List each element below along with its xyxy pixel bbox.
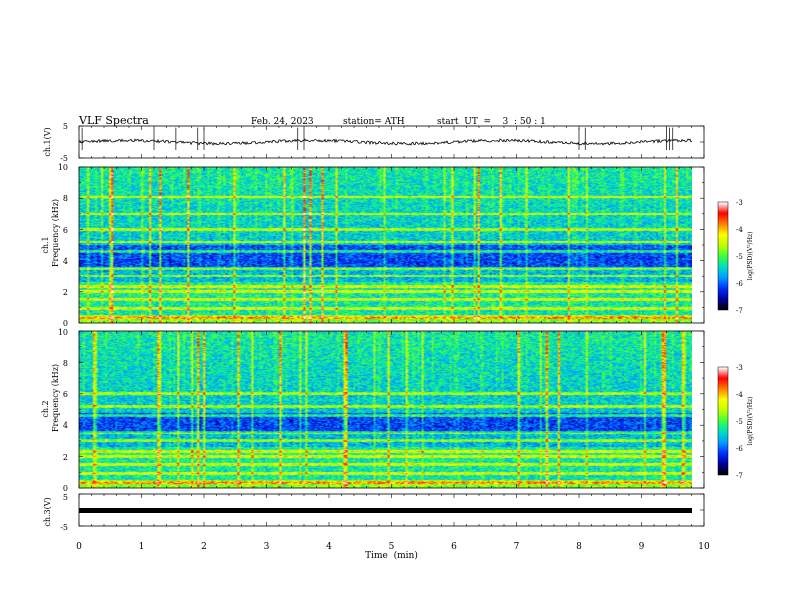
xtick-5: 5 <box>389 542 395 552</box>
ch2-cbar-tick--3: -3 <box>736 364 743 372</box>
ch2-channel-label: ch.2 <box>41 400 50 417</box>
ch1-colorbar-label: log(PSD)(V²/Hz) <box>747 232 754 281</box>
xtick-9: 9 <box>639 542 645 552</box>
ch2-ytick-10: 10 <box>58 328 68 337</box>
xtick-3: 3 <box>264 542 270 552</box>
ch1-cbar-tick--3: -3 <box>736 199 743 207</box>
xtick-1: 1 <box>139 542 145 552</box>
ch3-waveform-panel: 5 -5 ch.3(V) <box>43 493 705 532</box>
ch2-spectrogram-panel: 0 2 4 6 8 10 ch.2 Frequency (kHz) -3 -4 … <box>41 328 754 493</box>
xtick-6: 6 <box>451 542 457 552</box>
ch3-ylabel: ch.3(V) <box>43 497 52 526</box>
ch1-waveform-panel: 5 -5 ch.1(V) <box>43 122 705 163</box>
ch1-channel-label: ch.1 <box>41 236 50 253</box>
ch1-ytick-10: 10 <box>58 163 68 172</box>
ch1-ytick-4: 4 <box>63 257 68 266</box>
ch1-trace <box>78 138 693 146</box>
ch2-cbar-tick--7: -7 <box>736 472 743 480</box>
ch2-frequency-label: Frequency (kHz) <box>51 364 60 432</box>
ch3-ytick-bottom: -5 <box>60 523 68 532</box>
ch2-cbar-tick--5: -5 <box>736 418 743 426</box>
figure-station: station= ATH <box>343 117 405 127</box>
ch2-ytick-2: 2 <box>63 453 68 462</box>
ch2-ytick-4: 4 <box>63 421 68 430</box>
ch3-ytick-top: 5 <box>63 493 68 502</box>
xtick-10: 10 <box>698 542 710 552</box>
figure-start-time: start UT = 3 : 50 : 1 <box>437 117 546 127</box>
ch2-cbar-tick--6: -6 <box>736 445 743 453</box>
ch1-cbar-tick--6: -6 <box>736 280 743 288</box>
ch1-ytick-bottom: -5 <box>60 154 68 163</box>
ch1-ytick-top: 5 <box>63 122 68 131</box>
ch2-ytick-0: 0 <box>63 484 68 493</box>
ch1-colorbar <box>718 202 728 310</box>
ch1-colorbar-frame <box>717 201 729 311</box>
ch1-spikes <box>81 127 674 150</box>
figure-date: Feb. 24, 2023 <box>251 117 314 127</box>
x-axis-label: Time (min) <box>365 550 418 561</box>
ch2-spectrogram-image <box>79 331 692 488</box>
ch2-colorbar-frame <box>717 366 729 476</box>
xtick-7: 7 <box>514 542 520 552</box>
ch1-cbar-tick--4: -4 <box>736 226 743 234</box>
ch1-ytick-6: 6 <box>63 226 68 235</box>
figure-title: VLF Spectra <box>78 114 149 127</box>
ch1-frequency-label: Frequency (kHz) <box>51 199 60 267</box>
ch2-colorbar <box>718 367 728 475</box>
ch1-ytick-0: 0 <box>63 319 68 328</box>
ch2-cbar-tick--4: -4 <box>736 391 743 399</box>
xtick-0: 0 <box>76 542 82 552</box>
ch1-ytick-8: 8 <box>63 194 68 203</box>
axis-ticks <box>78 125 705 527</box>
xtick-4: 4 <box>326 542 332 552</box>
ch3-trace <box>79 508 692 513</box>
ch1-cbar-tick--5: -5 <box>736 253 743 261</box>
ch2-ytick-8: 8 <box>63 359 68 368</box>
ch1-spectrogram-panel: 0 2 4 6 8 10 ch.1 Frequency (kHz) -3 -4 … <box>41 163 754 328</box>
ch2-ytick-6: 6 <box>63 390 68 399</box>
ch2-colorbar-label: log(PSD)(V²/Hz) <box>747 397 754 446</box>
ch1-ytick-2: 2 <box>63 288 68 297</box>
ch1-spectrogram-image <box>79 167 692 323</box>
x-axis: 0 1 2 3 4 5 6 7 8 9 10 Time (min) <box>76 542 710 561</box>
xtick-8: 8 <box>576 542 582 552</box>
ch1-cbar-tick--7: -7 <box>736 307 743 315</box>
ch1-ylabel: ch.1(V) <box>43 127 52 156</box>
xtick-2: 2 <box>201 542 207 552</box>
